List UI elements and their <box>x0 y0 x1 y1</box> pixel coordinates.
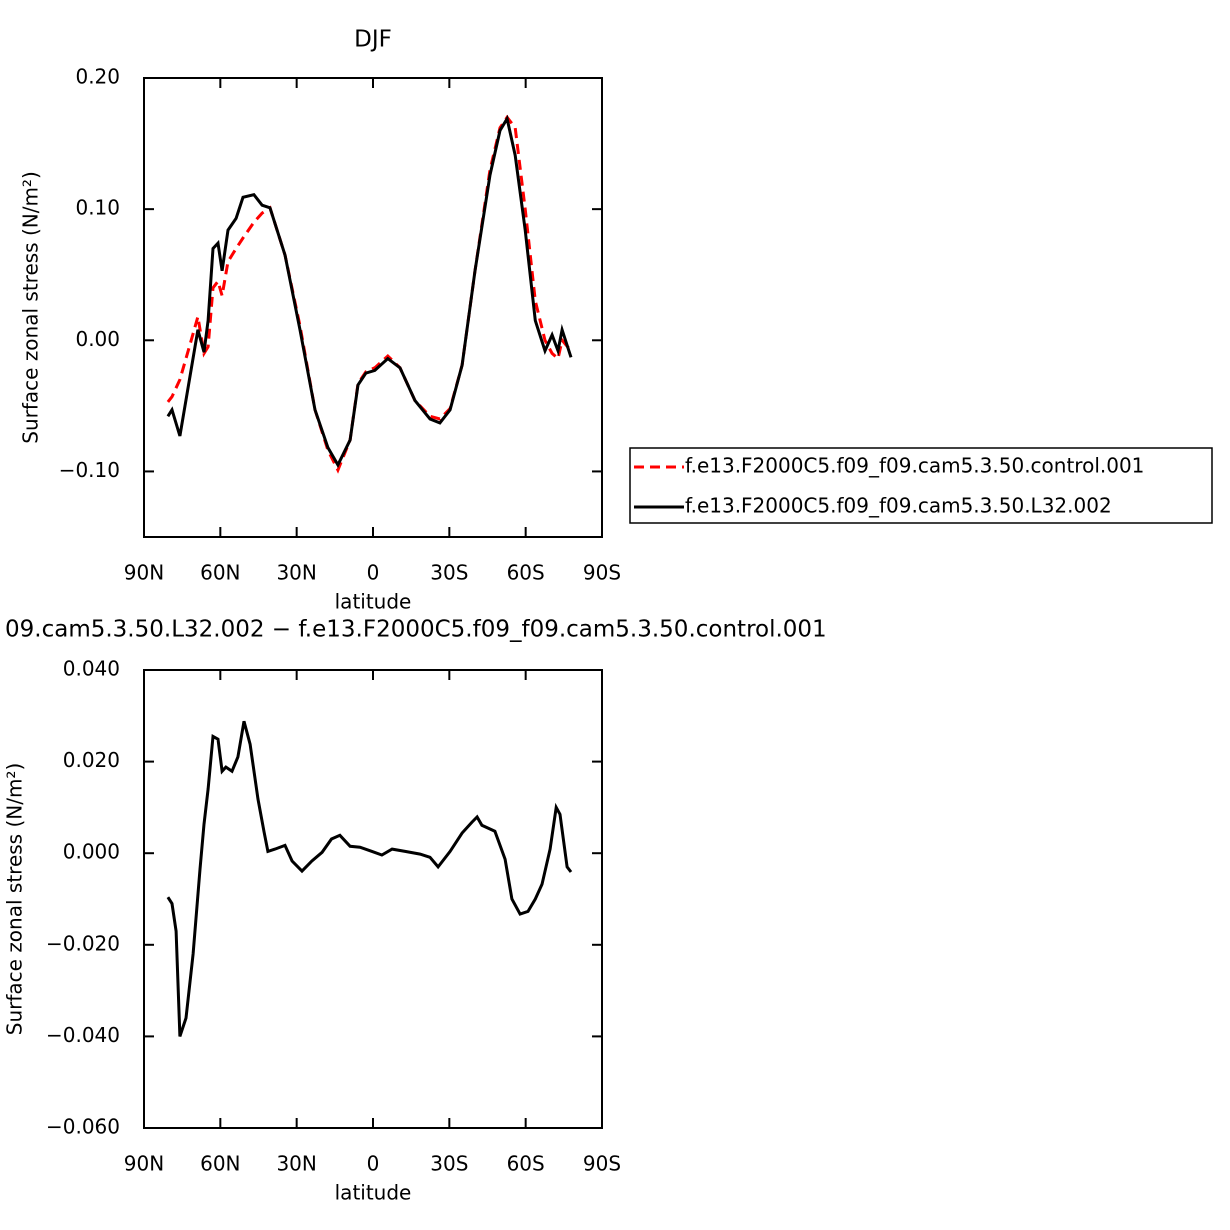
y-tick-label: 0.10 <box>75 196 120 220</box>
y-tick-label: −0.020 <box>46 931 120 955</box>
x-tick-label: 30N <box>276 1152 316 1176</box>
x-tick-label: 30S <box>430 1152 468 1176</box>
x-tick-label: 0 <box>367 1152 380 1176</box>
legend-label: f.e13.F2000C5.f09_f09.cam5.3.50.control.… <box>685 454 1144 478</box>
y-tick-label: 0.00 <box>75 327 120 351</box>
x-tick-label: 90S <box>583 561 621 585</box>
x-tick-label: 0 <box>367 561 380 585</box>
plot-frame <box>143 669 603 1129</box>
legend-box <box>629 447 1213 524</box>
x-tick-label: 90N <box>124 561 164 585</box>
x-tick-label: 60S <box>507 561 545 585</box>
y-tick-label: 0.020 <box>63 748 120 772</box>
y-axis-label: Surface zonal stress (N/m²) <box>3 763 27 1035</box>
x-tick-label: 60N <box>200 1152 240 1176</box>
x-tick-label: 30N <box>276 561 316 585</box>
x-tick-label: 90S <box>583 1152 621 1176</box>
x-axis-label: latitude <box>335 1181 412 1205</box>
y-tick-label: 0.20 <box>75 65 120 89</box>
legend-label: f.e13.F2000C5.f09_f09.cam5.3.50.L32.002 <box>685 494 1112 518</box>
x-tick-label: 90N <box>124 1152 164 1176</box>
y-tick-label: −0.040 <box>46 1023 120 1047</box>
x-tick-label: 30S <box>430 561 468 585</box>
series-line <box>166 114 573 469</box>
x-axis-label: latitude <box>335 590 412 614</box>
y-tick-label: −0.10 <box>59 458 120 482</box>
series-line <box>166 720 573 1037</box>
chart-title: DJF <box>354 27 392 53</box>
y-tick-label: 0.000 <box>63 840 120 864</box>
plot-frame <box>143 77 603 538</box>
chart-title: 09.cam5.3.50.L32.002 − f.e13.F2000C5.f09… <box>5 617 827 643</box>
y-axis-label: Surface zonal stress (N/m²) <box>19 171 43 443</box>
x-tick-label: 60S <box>507 1152 545 1176</box>
series-line <box>166 114 573 474</box>
x-tick-label: 60N <box>200 561 240 585</box>
y-tick-label: 0.040 <box>63 657 120 681</box>
y-tick-label: −0.060 <box>46 1115 120 1139</box>
